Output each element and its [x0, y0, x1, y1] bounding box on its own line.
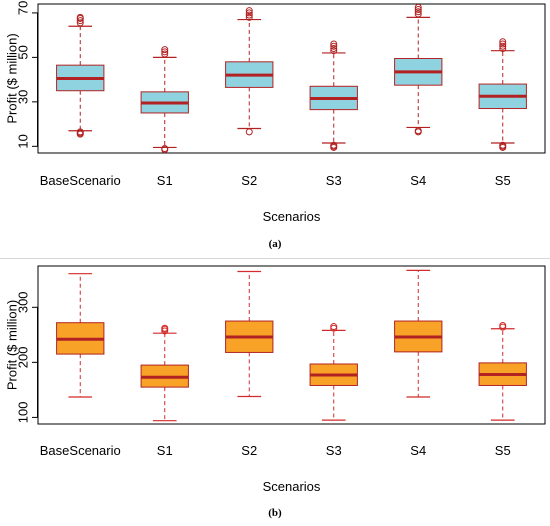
box-S1 — [140, 46, 189, 154]
y-tick-label: 300 — [15, 291, 30, 313]
outlier-point — [245, 9, 253, 17]
outlier-point — [499, 321, 507, 329]
x-tick-label: S3 — [326, 173, 342, 188]
x-axis-label: Scenarios — [263, 479, 321, 494]
plot-frame — [37, 265, 546, 425]
x-tick-label: S4 — [410, 173, 426, 188]
outlier-point — [499, 44, 507, 52]
x-tick-label: S3 — [326, 443, 342, 458]
x-tick-label: BaseScenario — [40, 173, 121, 188]
outlier-point — [161, 50, 169, 58]
y-tick-label: 30 — [15, 90, 30, 104]
outlier-point — [245, 11, 253, 19]
outlier-point — [161, 324, 169, 332]
outlier-point — [161, 46, 169, 54]
y-axis-label: Profit ($ million) — [4, 33, 19, 123]
y-tick-label: 50 — [15, 45, 30, 59]
x-tick-label: S4 — [410, 443, 426, 458]
box-S4 — [394, 269, 443, 398]
y-tick-label: 70 — [15, 1, 30, 15]
box-S1 — [140, 324, 189, 422]
outlier-point — [330, 42, 338, 50]
x-tick-label: S2 — [241, 173, 257, 188]
outlier-point — [330, 323, 338, 331]
outlier-point — [330, 47, 338, 55]
box-S5 — [478, 38, 527, 151]
outlier-point — [245, 128, 253, 136]
outlier-point — [499, 42, 507, 50]
outlier-point — [414, 3, 422, 11]
y-axis-label: Profit ($ million) — [4, 300, 19, 390]
outlier-point — [414, 6, 422, 14]
chart-panel-b: 100 200 300 Profit ($ million) BaseScenario S… — [0, 262, 550, 500]
outlier-point — [330, 40, 338, 48]
outlier-point — [76, 128, 84, 136]
outlier-point — [245, 7, 253, 15]
box-S5 — [478, 321, 527, 421]
outlier-point — [330, 44, 338, 52]
caption-a: (a) — [268, 238, 282, 250]
y-tick-label: 100 — [15, 402, 30, 424]
x-tick-label: S2 — [241, 443, 257, 458]
outlier-point — [499, 40, 507, 48]
outlier-point — [76, 17, 84, 25]
outlier-point — [414, 8, 422, 16]
x-axis-label: Scenarios — [263, 209, 321, 224]
outlier-point — [330, 141, 338, 149]
x-tick-label: S1 — [157, 443, 173, 458]
outlier-point — [76, 13, 84, 21]
box-BaseScenario — [56, 273, 105, 398]
caption-b: (b) — [268, 507, 282, 519]
y-tick-label: 10 — [15, 134, 30, 148]
y-tick-label: 200 — [15, 346, 30, 368]
outlier-point — [414, 127, 422, 135]
x-tick-label: S5 — [495, 173, 511, 188]
plot-frame — [37, 3, 546, 154]
box-BaseScenario — [56, 13, 105, 138]
outlier-point — [499, 141, 507, 149]
box-S3 — [309, 323, 358, 421]
outlier-point — [161, 145, 169, 153]
outlier-point — [414, 10, 422, 18]
outlier-point — [161, 48, 169, 56]
x-tick-label: BaseScenario — [40, 443, 121, 458]
box-S2 — [225, 7, 274, 136]
box-S2 — [225, 270, 274, 398]
box-S4 — [394, 3, 443, 136]
x-tick-label: S5 — [495, 443, 511, 458]
outlier-point — [245, 13, 253, 21]
x-tick-label: S1 — [157, 173, 173, 188]
chart-panel-a: 10 30 50 70 Profit ($ million) BaseScenario S1… — [0, 0, 550, 230]
chart-a: 10 30 50 70 Profit ($ million) BaseScenario S1… — [4, 1, 546, 224]
outlier-point — [499, 38, 507, 46]
box-S3 — [309, 40, 358, 151]
divider — [0, 258, 550, 259]
